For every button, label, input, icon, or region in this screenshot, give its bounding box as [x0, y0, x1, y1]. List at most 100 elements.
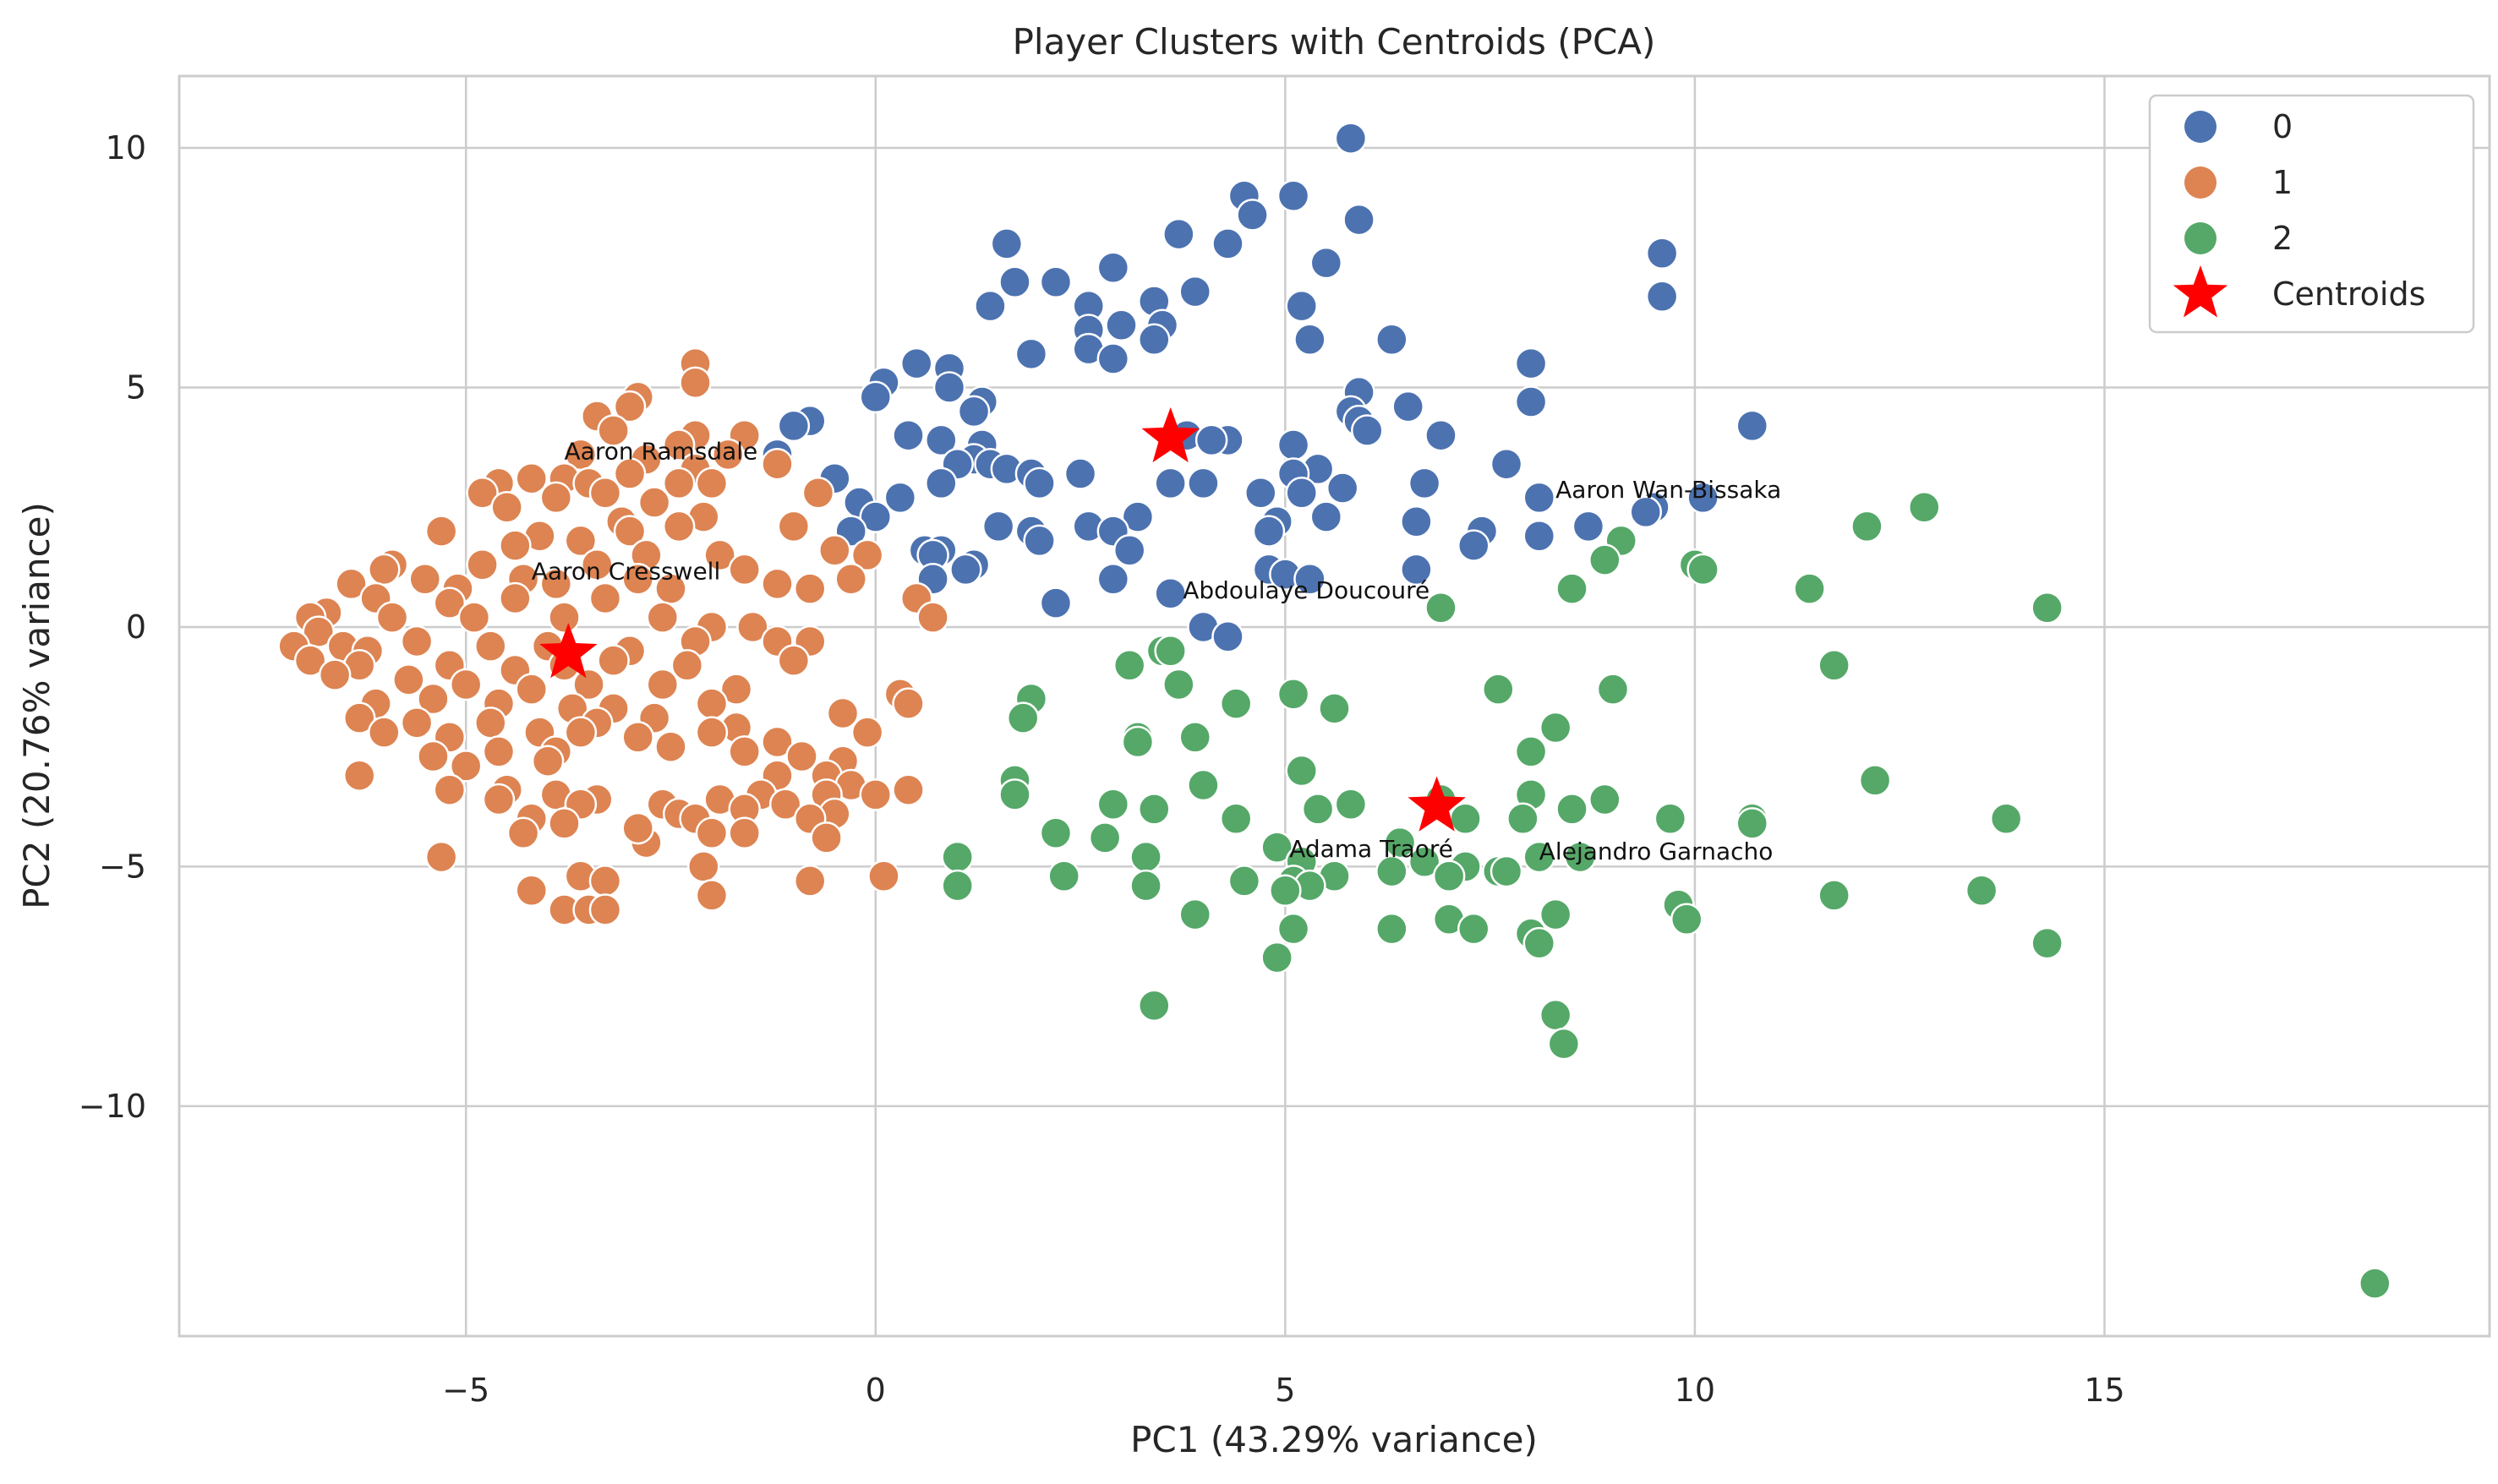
data-point — [1539, 998, 1572, 1032]
data-point — [1645, 280, 1679, 314]
data-point — [417, 682, 450, 716]
data-point — [1735, 807, 1769, 840]
data-point — [998, 778, 1031, 811]
data-point — [2031, 926, 2063, 960]
data-point — [1096, 342, 1130, 375]
data-point — [1047, 859, 1080, 893]
data-point — [736, 610, 769, 644]
data-point — [1285, 289, 1318, 323]
data-point — [974, 289, 1007, 323]
data-point — [581, 548, 614, 581]
data-point — [1014, 337, 1048, 371]
data-point — [777, 510, 811, 543]
data-point — [1596, 673, 1630, 706]
data-point — [777, 644, 811, 677]
data-point — [1506, 802, 1539, 835]
data-point — [703, 538, 736, 572]
data-point — [482, 735, 516, 768]
data-point — [621, 721, 654, 754]
data-point — [679, 366, 712, 400]
data-point — [1244, 476, 1277, 510]
data-point — [506, 816, 540, 849]
data-point — [1105, 308, 1138, 342]
data-point — [539, 481, 573, 515]
data-point — [1449, 802, 1482, 835]
data-point — [515, 461, 548, 495]
data-point — [1342, 203, 1375, 237]
data-point — [818, 534, 851, 567]
data-point — [1375, 854, 1408, 888]
data-point — [892, 418, 925, 452]
data-point — [1457, 912, 1490, 946]
data-point — [719, 673, 753, 706]
data-point — [1096, 563, 1130, 596]
data-point — [474, 630, 507, 663]
data-point — [801, 476, 835, 510]
data-point — [1432, 859, 1466, 893]
data-point — [1334, 788, 1368, 821]
legend-label: 1 — [2272, 164, 2293, 201]
data-point — [1645, 237, 1679, 270]
data-point — [572, 668, 605, 701]
data-point — [1686, 553, 1719, 587]
data-point — [1563, 840, 1597, 874]
data-point — [899, 346, 933, 380]
data-point — [981, 510, 1015, 543]
data-point — [637, 486, 671, 519]
data-point — [1178, 275, 1211, 308]
data-point — [1252, 515, 1286, 548]
data-point — [1571, 510, 1605, 543]
data-point — [424, 840, 458, 874]
data-point — [1121, 500, 1155, 533]
tick-labels: −5 0 5 10 15 10 5 0 −5 −10 — [79, 129, 2125, 1409]
centroid-marker — [1408, 776, 1466, 832]
data-point — [1276, 179, 1310, 212]
data-point — [1514, 735, 1548, 768]
data-point — [564, 524, 598, 558]
data-point — [1178, 721, 1211, 754]
data-point — [761, 567, 794, 601]
data-point — [1391, 390, 1424, 423]
data-point — [1006, 701, 1040, 734]
data-point — [1326, 472, 1359, 505]
data-point — [1793, 572, 1826, 605]
data-point — [449, 668, 483, 701]
data-point — [1334, 122, 1368, 155]
data-point — [408, 563, 441, 596]
y-tick-label: 5 — [126, 368, 146, 406]
data-point — [728, 735, 761, 768]
data-point — [662, 428, 696, 461]
data-point — [1260, 941, 1293, 974]
data-point — [1858, 764, 1892, 797]
y-tick-label: 10 — [106, 129, 146, 166]
data-point — [1194, 423, 1228, 457]
data-point — [621, 563, 654, 596]
data-point — [1514, 346, 1548, 380]
data-point — [990, 227, 1024, 260]
data-point — [1154, 577, 1187, 610]
data-point — [1023, 466, 1056, 500]
data-point — [490, 490, 523, 524]
data-point — [1211, 227, 1244, 260]
data-point — [417, 739, 450, 773]
data-point — [433, 773, 467, 806]
data-point — [515, 673, 548, 706]
data-point — [1522, 481, 1556, 515]
data-point — [1023, 524, 1056, 558]
data-point — [867, 859, 900, 893]
data-point — [539, 567, 573, 601]
y-tick-label: −5 — [99, 848, 146, 885]
data-point — [1539, 897, 1572, 931]
data-point — [695, 687, 729, 720]
legend-marker-0 — [2184, 111, 2216, 143]
data-point — [687, 850, 720, 883]
data-point — [949, 553, 982, 587]
data-point — [293, 644, 327, 677]
data-point — [1482, 673, 1515, 706]
series-centroids — [539, 407, 1466, 832]
data-point — [1129, 840, 1162, 874]
data-point — [1514, 385, 1548, 418]
y-axis-label: PC2 (20.76% variance) — [16, 502, 57, 909]
data-point — [1154, 635, 1187, 668]
data-point — [998, 265, 1031, 299]
